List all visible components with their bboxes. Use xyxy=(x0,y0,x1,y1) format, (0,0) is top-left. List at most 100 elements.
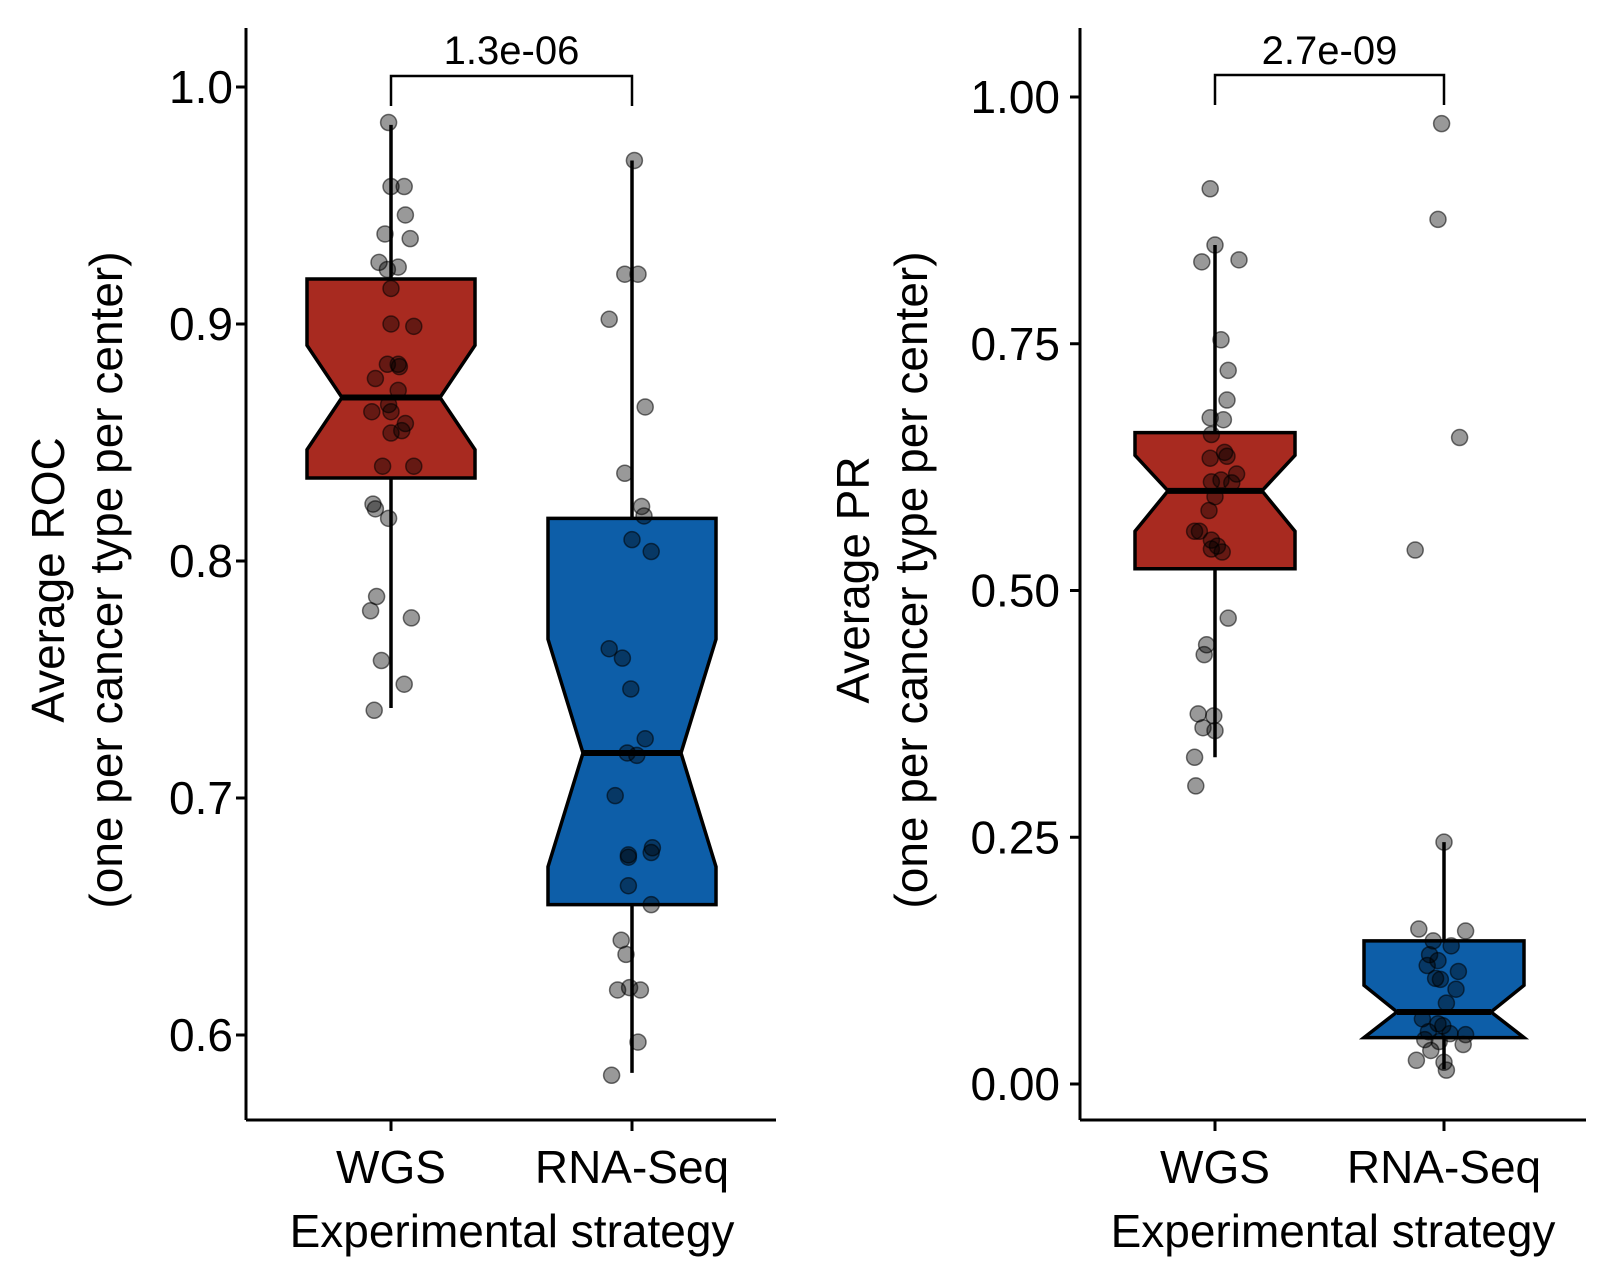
data-point xyxy=(1206,721,1224,740)
data-point xyxy=(1212,331,1230,349)
notched-box xyxy=(546,516,718,907)
panel-1: 0.6 0.7 0.8 0.9 1.0 WGS RNA-Seq Experimental st… xyxy=(22,28,776,1257)
data-point xyxy=(1190,522,1209,541)
data-point xyxy=(1200,501,1218,520)
data-point xyxy=(1218,447,1236,466)
data-point xyxy=(405,457,423,475)
data-point xyxy=(620,978,639,997)
y-axis-subtitle: (one per cancer type per center) xyxy=(885,251,937,908)
y-tick-label: 0.75 xyxy=(970,318,1060,370)
data-point xyxy=(372,651,391,670)
data-point xyxy=(396,206,415,224)
data-point xyxy=(642,542,660,561)
data-point xyxy=(361,602,380,620)
data-point xyxy=(613,649,632,667)
data-point xyxy=(629,1033,647,1051)
data-point xyxy=(1429,951,1447,970)
data-point xyxy=(379,113,398,132)
data-point xyxy=(405,317,423,336)
panel-2: 0.00 0.25 0.50 0.75 1.00 WGS RNA-Seq Experiment… xyxy=(827,28,1586,1257)
data-point xyxy=(628,746,646,765)
data-point xyxy=(378,260,397,279)
data-point xyxy=(1424,932,1442,950)
x-tick-label: RNA-Seq xyxy=(535,1141,729,1193)
data-point xyxy=(1418,956,1436,975)
y-tick-label: 0.25 xyxy=(970,811,1060,863)
data-point xyxy=(1195,645,1213,664)
data-point xyxy=(635,507,653,525)
y-tick-label: 0.7 xyxy=(169,772,233,824)
data-point xyxy=(373,457,392,475)
data-point xyxy=(365,701,383,720)
data-point xyxy=(1185,748,1204,767)
data-point xyxy=(1406,541,1424,559)
data-point xyxy=(619,848,638,866)
data-point xyxy=(631,981,650,999)
x-axis-title: Experimental strategy xyxy=(290,1205,735,1257)
p-value-label: 2.7e-09 xyxy=(1262,29,1398,73)
data-point xyxy=(1212,471,1230,489)
data-point xyxy=(1456,922,1475,940)
data-point xyxy=(642,895,660,914)
data-point xyxy=(1407,1051,1426,1070)
data-point xyxy=(616,464,634,483)
data-point xyxy=(382,279,400,298)
y-axis-title: Average ROC xyxy=(22,437,74,723)
data-point xyxy=(1202,540,1221,558)
data-point xyxy=(622,680,640,698)
y-tick-label: 0.50 xyxy=(970,565,1060,617)
data-point xyxy=(401,229,419,248)
data-point xyxy=(1450,428,1469,447)
significance-bracket xyxy=(389,74,634,106)
data-point xyxy=(1185,522,1204,541)
data-point xyxy=(1435,833,1453,851)
data-point xyxy=(382,177,400,196)
data-point xyxy=(390,357,409,376)
data-point xyxy=(1223,474,1241,492)
y-tick-label: 1.00 xyxy=(970,71,1060,123)
data-point xyxy=(395,675,413,693)
data-point xyxy=(623,530,641,549)
data-point xyxy=(1447,980,1465,998)
data-point xyxy=(382,402,400,421)
p-value-label: 1.3e-06 xyxy=(444,29,580,73)
x-axis-title: Experimental strategy xyxy=(1111,1205,1556,1257)
data-point xyxy=(602,1066,621,1085)
data-point xyxy=(376,225,394,243)
data-point xyxy=(366,500,385,518)
data-point xyxy=(393,421,411,440)
data-point xyxy=(629,265,647,283)
data-point xyxy=(389,258,407,276)
notched-box xyxy=(1133,430,1297,571)
data-point xyxy=(1437,994,1456,1012)
x-tick-label: WGS xyxy=(1160,1141,1270,1193)
data-point xyxy=(642,843,660,862)
data-point xyxy=(617,945,635,964)
notched-box xyxy=(305,277,477,480)
y-axis-title: Average PR xyxy=(827,456,879,703)
data-point xyxy=(636,398,654,416)
data-point xyxy=(1410,920,1428,938)
data-point xyxy=(636,730,654,748)
data-point xyxy=(1218,391,1236,409)
data-point xyxy=(379,509,398,528)
data-point xyxy=(389,381,407,400)
x-tick-label: WGS xyxy=(336,1141,446,1193)
data-point xyxy=(600,639,618,658)
data-point xyxy=(1214,410,1233,429)
data-point xyxy=(1202,425,1221,444)
data-point xyxy=(382,315,400,333)
data-point xyxy=(1432,114,1451,133)
data-point xyxy=(366,369,385,388)
data-point xyxy=(1449,962,1468,981)
y-tick-label: 0.00 xyxy=(970,1058,1060,1110)
data-point xyxy=(1205,707,1223,725)
data-point xyxy=(382,424,400,442)
data-point xyxy=(1201,180,1219,198)
data-point xyxy=(625,151,644,170)
data-point xyxy=(1454,1035,1472,1054)
data-point xyxy=(1206,236,1224,254)
data-point xyxy=(1219,361,1237,380)
